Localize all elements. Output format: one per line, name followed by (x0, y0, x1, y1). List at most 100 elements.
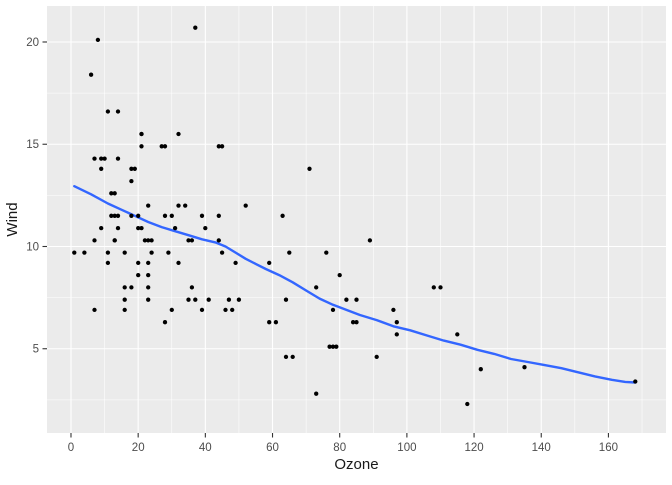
data-point (136, 213, 141, 218)
data-point (129, 285, 134, 290)
data-point (115, 109, 121, 114)
data-point (99, 156, 104, 161)
data-point (327, 344, 332, 349)
data-point (132, 166, 137, 171)
y-axis-title: Wind (4, 202, 21, 236)
data-point (193, 25, 198, 30)
data-point (391, 307, 396, 313)
smooth-line-path (73, 184, 637, 384)
data-point (344, 297, 349, 302)
x-tick-label: 20 (132, 442, 145, 454)
data-point (455, 332, 460, 337)
data-point (149, 238, 154, 243)
loess-smooth-line (73, 184, 637, 384)
data-point (129, 166, 134, 171)
data-point (283, 354, 289, 360)
data-point (267, 320, 272, 325)
data-point (223, 307, 228, 313)
data-point (159, 144, 164, 149)
data-point (465, 401, 470, 407)
data-point (290, 354, 295, 360)
data-point (105, 250, 111, 255)
data-point (478, 367, 483, 372)
data-point (330, 344, 336, 349)
data-point (287, 250, 292, 255)
data-point (146, 285, 151, 290)
data-point (330, 307, 336, 313)
data-point (166, 250, 171, 255)
data-point (122, 297, 127, 302)
x-tick-label: 40 (199, 442, 212, 454)
data-point (172, 225, 178, 231)
data-point (136, 225, 141, 231)
data-point (136, 272, 141, 278)
data-point (193, 297, 198, 302)
data-point (522, 365, 527, 370)
data-point (139, 225, 144, 231)
data-point (226, 297, 232, 302)
data-point (129, 178, 134, 184)
data-point (109, 213, 114, 218)
x-tick-label: 160 (599, 442, 618, 454)
data-point (633, 379, 638, 384)
x-tick-label: 60 (266, 442, 279, 454)
data-point (129, 213, 134, 218)
data-point (95, 37, 101, 43)
data-point (176, 260, 181, 266)
x-tick-label: 120 (465, 442, 484, 454)
data-point (109, 191, 114, 196)
data-point (146, 203, 151, 208)
data-point (189, 285, 195, 290)
data-point (233, 260, 238, 266)
data-point (139, 144, 144, 149)
data-point (189, 238, 195, 243)
data-point (216, 144, 221, 149)
data-point (186, 297, 191, 302)
data-point (115, 156, 121, 161)
data-point (136, 260, 141, 266)
data-point (394, 320, 399, 325)
y-tick-label: 5 (33, 344, 39, 356)
data-point (314, 285, 319, 290)
data-point (431, 285, 436, 290)
data-point (146, 272, 151, 278)
data-point (236, 297, 242, 302)
data-point (72, 250, 77, 255)
data-point (334, 344, 339, 349)
data-point (273, 320, 279, 325)
data-point (243, 203, 248, 208)
data-point (162, 320, 168, 325)
y-tick-label: 15 (26, 139, 39, 151)
data-point (367, 238, 373, 243)
major-gridlines (47, 6, 666, 433)
data-point (324, 250, 329, 255)
scatter-points (72, 25, 638, 407)
data-point (199, 213, 205, 218)
data-point (216, 213, 221, 218)
data-point (307, 166, 312, 171)
data-point (102, 156, 107, 161)
data-point (176, 203, 181, 208)
data-point (99, 166, 104, 171)
data-point (314, 391, 319, 396)
data-point (283, 297, 289, 302)
data-point (186, 238, 191, 243)
x-axis-title: Ozone (334, 456, 378, 473)
data-point (206, 297, 211, 302)
y-tick-label: 20 (26, 37, 39, 49)
data-point (115, 213, 121, 218)
data-point (162, 144, 168, 149)
data-point (142, 238, 148, 243)
data-point (112, 213, 117, 218)
data-point (162, 213, 168, 218)
data-point (139, 131, 144, 137)
data-point (216, 238, 221, 243)
data-point (169, 307, 174, 313)
data-point (122, 285, 127, 290)
data-point (146, 238, 151, 243)
data-point (146, 260, 151, 266)
data-point (394, 332, 399, 337)
data-point (219, 144, 225, 149)
x-tick-label: 0 (68, 442, 74, 454)
